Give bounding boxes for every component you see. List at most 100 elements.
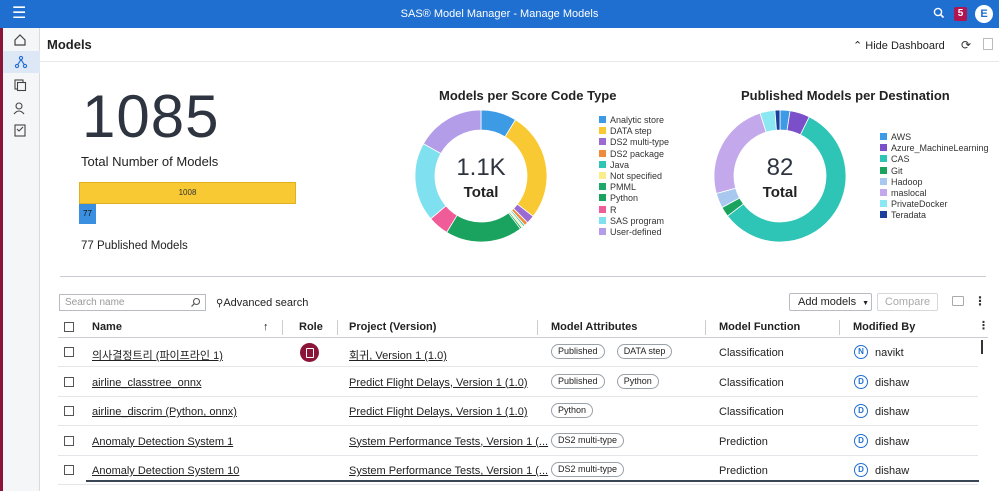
users-icon[interactable] xyxy=(12,100,28,116)
model-name-link[interactable]: Anomaly Detection System 10 xyxy=(92,465,240,477)
legend-swatch xyxy=(599,171,606,179)
column-role[interactable]: Role xyxy=(299,321,323,333)
legend-label: Hadoop xyxy=(891,176,923,187)
project-link[interactable]: Predict Flight Delays, Version 1 (1.0) xyxy=(349,406,528,418)
hamburger-menu-icon[interactable]: ☰ xyxy=(12,5,27,22)
home-icon[interactable] xyxy=(12,32,28,48)
tasks-icon[interactable] xyxy=(12,122,28,138)
column-function[interactable]: Model Function xyxy=(719,321,801,333)
score-code-legend: Analytic store DATA step DS2 multi-type DS2… xyxy=(599,115,669,238)
legend-item[interactable]: Python xyxy=(599,193,669,204)
legend-item[interactable]: User-defined xyxy=(599,227,669,238)
legend-swatch xyxy=(880,200,887,208)
table-row[interactable]: 의사결정트리 (파이프라인 1) 회귀, Version 1 (1.0) Publi… xyxy=(58,338,978,367)
legend-item[interactable]: Git xyxy=(880,166,989,177)
destination-donut-chart[interactable]: 82 Total xyxy=(712,108,848,244)
user-avatar[interactable]: E xyxy=(975,5,993,23)
attribute-pill: Python xyxy=(551,403,594,418)
column-separator xyxy=(705,320,706,335)
legend-item[interactable]: DS2 package xyxy=(599,149,669,160)
legend-item[interactable]: Teradata xyxy=(880,210,989,221)
donut-slice[interactable] xyxy=(726,116,847,243)
legend-item[interactable]: Hadoop xyxy=(880,177,989,188)
modified-by: dishaw xyxy=(875,435,910,448)
compare-button[interactable]: Compare xyxy=(877,293,938,311)
published-models-bar: 77 xyxy=(79,204,96,224)
column-name[interactable]: Name xyxy=(92,321,122,333)
legend-item[interactable]: SAS program xyxy=(599,216,669,227)
donut-slice[interactable] xyxy=(774,109,781,131)
table-row[interactable]: airline_discrim (Python, onnx) Predict Fl… xyxy=(58,397,978,426)
hide-dashboard-label: Hide Dashboard xyxy=(865,40,945,52)
model-name-link[interactable]: Anomaly Detection System 1 xyxy=(92,435,234,448)
table-row[interactable]: airline_classtree_onnx Predict Flight Del… xyxy=(58,368,978,397)
projects-icon[interactable] xyxy=(12,77,28,93)
donut-center-label: Total xyxy=(464,184,499,201)
legend-item[interactable]: Analytic store xyxy=(599,115,669,126)
legend-swatch xyxy=(599,138,606,146)
model-name-link[interactable]: airline_classtree_onnx xyxy=(92,376,202,389)
donut-slice[interactable] xyxy=(422,109,482,155)
attribute-pill: Python xyxy=(616,373,659,389)
legend-item[interactable]: Java xyxy=(599,160,669,171)
legend-item[interactable]: DATA step xyxy=(599,126,669,137)
legend-item[interactable]: DS2 multi-type xyxy=(599,137,669,148)
table-row[interactable]: Anomaly Detection System 1 System Perform… xyxy=(58,427,978,456)
legend-swatch xyxy=(599,116,606,123)
project-link[interactable]: Predict Flight Delays, Version 1 (1.0) xyxy=(349,376,528,389)
score-code-donut-chart[interactable]: 1.1K Total xyxy=(413,108,549,244)
legend-item[interactable]: PrivateDocker xyxy=(880,199,989,210)
nav-item-models[interactable] xyxy=(3,51,40,73)
legend-item[interactable]: Not specified xyxy=(599,171,669,182)
vertical-scrollbar[interactable] xyxy=(981,340,983,354)
column-attributes[interactable]: Model Attributes xyxy=(551,321,638,333)
legend-label: PMML xyxy=(610,182,637,193)
export-icon[interactable] xyxy=(983,38,993,50)
add-models-button[interactable]: Add models ▼ xyxy=(789,293,872,311)
legend-swatch xyxy=(599,127,606,135)
advanced-search-link[interactable]: ⚲Advanced search xyxy=(216,297,308,309)
legend-item[interactable]: R xyxy=(599,205,669,216)
more-options-icon[interactable]: ⋮ xyxy=(974,294,986,308)
model-name-link[interactable]: 의사결정트리 (파이프라인 1) xyxy=(92,350,223,362)
modified-by: dishaw xyxy=(875,406,910,418)
donut-slice[interactable] xyxy=(713,112,767,194)
sort-ascending-icon[interactable]: ↑ xyxy=(263,321,269,333)
column-modified-by[interactable]: Modified By xyxy=(853,321,916,333)
refresh-icon[interactable]: ⟳ xyxy=(961,38,972,52)
folder-icon[interactable] xyxy=(952,296,964,306)
project-link[interactable]: System Performance Tests, Version 1 (... xyxy=(349,465,549,477)
legend-item[interactable]: maslocal xyxy=(880,188,989,199)
advanced-search-icon: ⚲ xyxy=(216,298,224,309)
search-icon[interactable] xyxy=(932,6,946,20)
legend-item[interactable]: Azure_MachineLearning xyxy=(880,143,989,154)
table-row[interactable]: Anomaly Detection System 10 System Perfor… xyxy=(58,456,978,485)
project-link[interactable]: System Performance Tests, Version 1 (... xyxy=(349,435,549,448)
legend-swatch xyxy=(880,155,887,163)
legend-label: DS2 multi-type xyxy=(610,137,670,148)
row-checkbox[interactable] xyxy=(64,376,74,387)
hide-dashboard-button[interactable]: ⌃ Hide Dashboard xyxy=(853,39,945,52)
models-icon xyxy=(14,55,28,69)
row-checkbox[interactable] xyxy=(64,406,74,416)
row-checkbox[interactable] xyxy=(64,465,74,475)
search-icon[interactable] xyxy=(190,297,201,308)
donut-slice[interactable] xyxy=(446,212,521,243)
destination-legend: AWS Azure_MachineLearning CAS Git Hadoop masl… xyxy=(880,132,989,222)
donut-slice[interactable] xyxy=(414,143,447,220)
row-checkbox[interactable] xyxy=(64,435,74,446)
row-checkbox[interactable] xyxy=(64,347,74,357)
column-options-icon[interactable]: ⋮ xyxy=(978,320,989,332)
legend-item[interactable]: CAS xyxy=(880,154,989,165)
legend-item[interactable]: AWS xyxy=(880,132,989,143)
total-models-count: 1085 xyxy=(82,83,220,150)
select-all-checkbox[interactable] xyxy=(64,322,74,332)
notification-badge[interactable]: 5 xyxy=(954,7,967,21)
horizontal-scrollbar[interactable] xyxy=(86,480,979,482)
legend-item[interactable]: PMML xyxy=(599,182,669,193)
project-link[interactable]: 회귀, Version 1 (1.0) xyxy=(349,350,447,362)
search-input[interactable]: Search name xyxy=(59,294,206,311)
column-project[interactable]: Project (Version) xyxy=(349,321,437,333)
model-name-link[interactable]: airline_discrim (Python, onnx) xyxy=(92,406,237,418)
donut-slice[interactable] xyxy=(504,119,548,217)
